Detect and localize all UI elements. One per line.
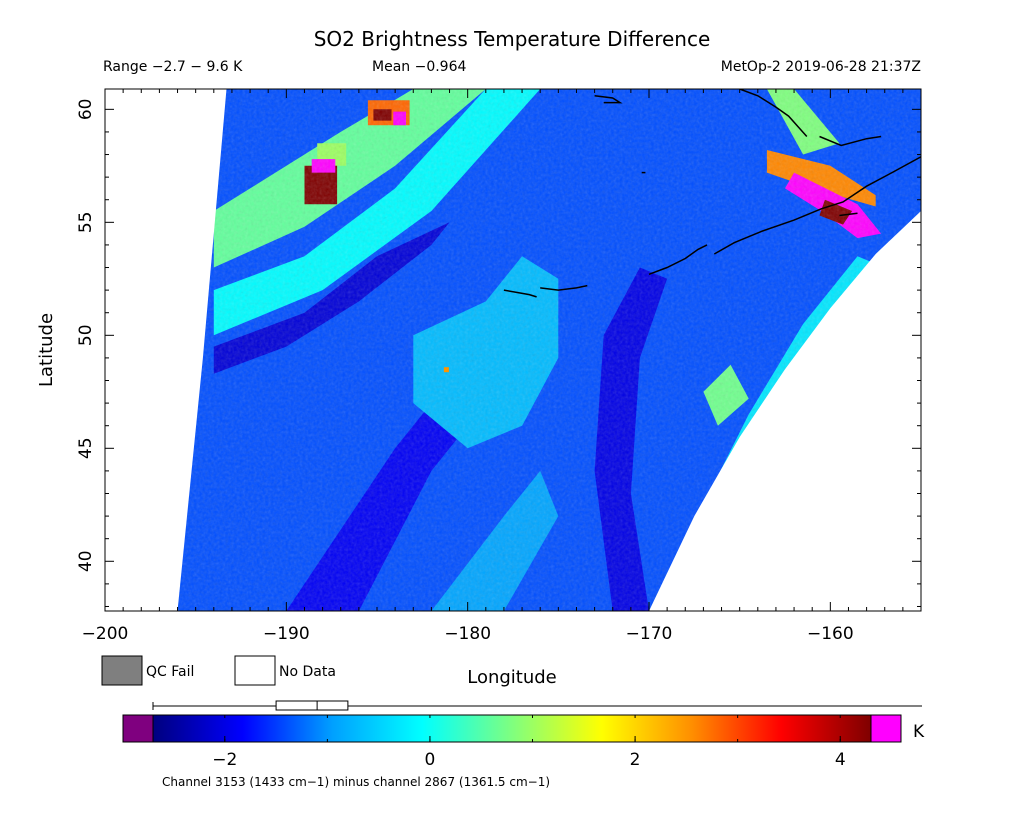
no-data-mask-right bbox=[649, 211, 921, 611]
y-tick-label: 60 bbox=[76, 99, 96, 121]
coastline-4 bbox=[739, 89, 808, 137]
coastline-3 bbox=[713, 156, 921, 255]
coastline-6 bbox=[839, 212, 858, 217]
satellite-time-text: MetOp-2 2019-06-28 21:37Z bbox=[721, 59, 921, 75]
x-axis-label: Longitude bbox=[467, 667, 557, 688]
heatmap-plot-area bbox=[105, 89, 921, 611]
plot-frame bbox=[104, 88, 922, 612]
colorbar-under-swatch bbox=[122, 714, 154, 743]
channel-footnote: Channel 3153 (1433 cm−1) minus channel 2… bbox=[162, 775, 550, 789]
x-tick-label: −180 bbox=[444, 624, 491, 644]
qc-fail-swatch bbox=[101, 655, 143, 686]
no-data-mask-left bbox=[105, 89, 227, 611]
y-axis-label: Latitude bbox=[36, 313, 57, 387]
colorbar-ticks: −2 0 2 4 bbox=[212, 715, 846, 770]
coastline-5 bbox=[819, 135, 882, 147]
colorbar-tick-label: 4 bbox=[835, 750, 846, 770]
histogram-box bbox=[275, 700, 349, 711]
y-tick-label: 55 bbox=[76, 212, 96, 234]
colorbar-over-swatch bbox=[870, 714, 902, 743]
x-tick-label: −170 bbox=[626, 624, 673, 644]
y-tick-label: 50 bbox=[76, 324, 96, 346]
y-axis-ticks: 40 45 50 55 60 bbox=[76, 99, 921, 572]
x-tick-label: −160 bbox=[807, 624, 854, 644]
y-tick-label: 40 bbox=[76, 550, 96, 572]
coastline-0 bbox=[503, 289, 537, 298]
colorbar-tick-label: 2 bbox=[630, 750, 641, 770]
bad-pixel-0 bbox=[443, 367, 449, 373]
colorbar-tick-label: −2 bbox=[212, 750, 237, 770]
colorbar-tick-label: 0 bbox=[425, 750, 436, 770]
coastline-2 bbox=[648, 244, 708, 276]
x-tick-label: −200 bbox=[82, 624, 129, 644]
bad-pixels bbox=[443, 367, 449, 373]
mean-text: Mean −0.964 bbox=[372, 59, 466, 75]
x-tick-label: −190 bbox=[263, 624, 310, 644]
qc-fail-label: QC Fail bbox=[146, 664, 194, 680]
coastline-7 bbox=[594, 95, 623, 104]
coastline-1 bbox=[540, 284, 588, 291]
colorbar bbox=[152, 714, 872, 743]
minor-ticks bbox=[105, 89, 922, 611]
colorbar-unit: K bbox=[913, 722, 925, 742]
no-data-label: No Data bbox=[279, 664, 336, 680]
x-axis-ticks: −200 −190 −180 −170 −160 bbox=[82, 89, 854, 644]
chart-title: SO2 Brightness Temperature Difference bbox=[314, 27, 711, 51]
range-text: Range −2.7 − 9.6 K bbox=[103, 59, 243, 75]
no-data-swatch bbox=[234, 655, 276, 686]
coastlines bbox=[503, 89, 921, 298]
y-tick-label: 45 bbox=[76, 437, 96, 459]
